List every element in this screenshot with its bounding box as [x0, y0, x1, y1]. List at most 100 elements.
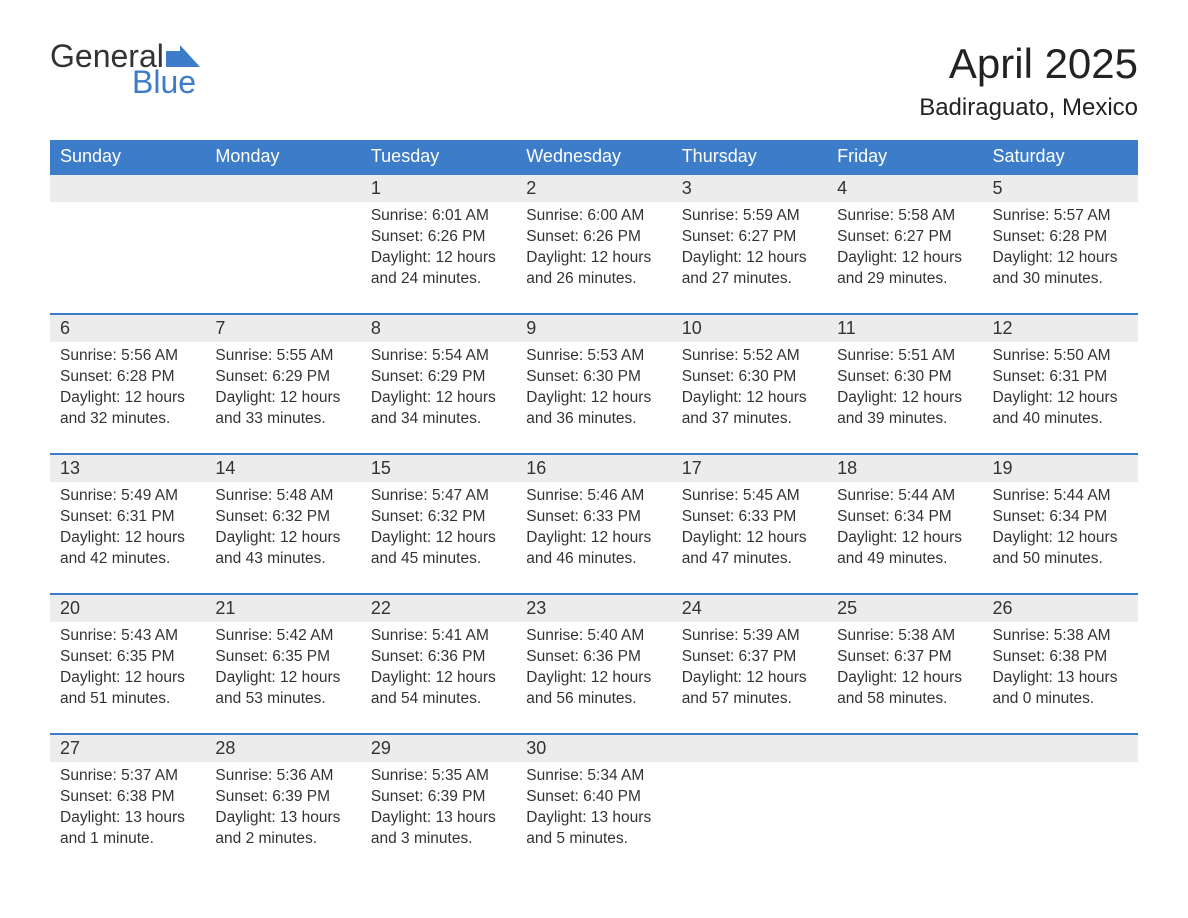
- sunrise-text: Sunrise: 5:39 AM: [682, 626, 817, 647]
- day-number: 6: [50, 314, 205, 342]
- day-content-row: Sunrise: 6:01 AMSunset: 6:26 PMDaylight:…: [50, 202, 1138, 314]
- day-number: 15: [361, 454, 516, 482]
- day-content-row: Sunrise: 5:37 AMSunset: 6:38 PMDaylight:…: [50, 762, 1138, 874]
- sunset-text: Sunset: 6:39 PM: [371, 787, 506, 808]
- day-cell: Sunrise: 5:57 AMSunset: 6:28 PMDaylight:…: [983, 202, 1138, 314]
- logo-word-2: Blue: [132, 66, 200, 98]
- sunset-text: Sunset: 6:38 PM: [993, 647, 1128, 668]
- empty-day-number: [827, 734, 982, 762]
- sunrise-text: Sunrise: 5:38 AM: [837, 626, 972, 647]
- day-number: 25: [827, 594, 982, 622]
- daylight-text: Daylight: 12 hours and 26 minutes.: [526, 248, 661, 290]
- day-number: 3: [672, 174, 827, 202]
- sunrise-text: Sunrise: 6:00 AM: [526, 206, 661, 227]
- day-number: 22: [361, 594, 516, 622]
- daylight-text: Daylight: 12 hours and 24 minutes.: [371, 248, 506, 290]
- day-cell: Sunrise: 5:53 AMSunset: 6:30 PMDaylight:…: [516, 342, 671, 454]
- day-cell: Sunrise: 5:42 AMSunset: 6:35 PMDaylight:…: [205, 622, 360, 734]
- sunset-text: Sunset: 6:37 PM: [682, 647, 817, 668]
- sunset-text: Sunset: 6:30 PM: [526, 367, 661, 388]
- day-number: 5: [983, 174, 1138, 202]
- day-cell: Sunrise: 5:50 AMSunset: 6:31 PMDaylight:…: [983, 342, 1138, 454]
- sunrise-text: Sunrise: 5:52 AM: [682, 346, 817, 367]
- sunset-text: Sunset: 6:33 PM: [682, 507, 817, 528]
- day-content-row: Sunrise: 5:56 AMSunset: 6:28 PMDaylight:…: [50, 342, 1138, 454]
- day-cell: Sunrise: 5:58 AMSunset: 6:27 PMDaylight:…: [827, 202, 982, 314]
- sunrise-text: Sunrise: 5:35 AM: [371, 766, 506, 787]
- daylight-text: Daylight: 12 hours and 32 minutes.: [60, 388, 195, 430]
- sunrise-text: Sunrise: 5:40 AM: [526, 626, 661, 647]
- sunset-text: Sunset: 6:31 PM: [993, 367, 1128, 388]
- daylight-text: Daylight: 12 hours and 30 minutes.: [993, 248, 1128, 290]
- empty-day-number: [50, 174, 205, 202]
- sunset-text: Sunset: 6:31 PM: [60, 507, 195, 528]
- daylight-text: Daylight: 12 hours and 42 minutes.: [60, 528, 195, 570]
- day-number: 21: [205, 594, 360, 622]
- sunrise-text: Sunrise: 5:57 AM: [993, 206, 1128, 227]
- sunrise-text: Sunrise: 5:55 AM: [215, 346, 350, 367]
- calendar-body: 12345Sunrise: 6:01 AMSunset: 6:26 PMDayl…: [50, 174, 1138, 874]
- weekday-header: Sunday: [50, 140, 205, 174]
- day-cell: Sunrise: 5:55 AMSunset: 6:29 PMDaylight:…: [205, 342, 360, 454]
- sunset-text: Sunset: 6:32 PM: [215, 507, 350, 528]
- daylight-text: Daylight: 12 hours and 33 minutes.: [215, 388, 350, 430]
- day-number: 20: [50, 594, 205, 622]
- sunset-text: Sunset: 6:26 PM: [371, 227, 506, 248]
- sunrise-text: Sunrise: 5:43 AM: [60, 626, 195, 647]
- day-cell: Sunrise: 5:52 AMSunset: 6:30 PMDaylight:…: [672, 342, 827, 454]
- day-cell: Sunrise: 5:38 AMSunset: 6:37 PMDaylight:…: [827, 622, 982, 734]
- daylight-text: Daylight: 12 hours and 45 minutes.: [371, 528, 506, 570]
- day-cell: Sunrise: 5:40 AMSunset: 6:36 PMDaylight:…: [516, 622, 671, 734]
- sunset-text: Sunset: 6:36 PM: [371, 647, 506, 668]
- day-number: 10: [672, 314, 827, 342]
- daylight-text: Daylight: 13 hours and 2 minutes.: [215, 808, 350, 850]
- day-cell: Sunrise: 5:35 AMSunset: 6:39 PMDaylight:…: [361, 762, 516, 874]
- weekday-header: Friday: [827, 140, 982, 174]
- day-cell: Sunrise: 5:34 AMSunset: 6:40 PMDaylight:…: [516, 762, 671, 874]
- sunset-text: Sunset: 6:26 PM: [526, 227, 661, 248]
- sunset-text: Sunset: 6:28 PM: [993, 227, 1128, 248]
- sunset-text: Sunset: 6:39 PM: [215, 787, 350, 808]
- daylight-text: Daylight: 12 hours and 27 minutes.: [682, 248, 817, 290]
- day-cell: Sunrise: 5:56 AMSunset: 6:28 PMDaylight:…: [50, 342, 205, 454]
- day-cell: Sunrise: 5:37 AMSunset: 6:38 PMDaylight:…: [50, 762, 205, 874]
- weekday-header: Saturday: [983, 140, 1138, 174]
- weekday-header-row: Sunday Monday Tuesday Wednesday Thursday…: [50, 140, 1138, 174]
- daylight-text: Daylight: 12 hours and 29 minutes.: [837, 248, 972, 290]
- day-number: 14: [205, 454, 360, 482]
- day-cell: Sunrise: 5:51 AMSunset: 6:30 PMDaylight:…: [827, 342, 982, 454]
- day-number: 18: [827, 454, 982, 482]
- day-number: 30: [516, 734, 671, 762]
- day-number: 13: [50, 454, 205, 482]
- sunset-text: Sunset: 6:27 PM: [682, 227, 817, 248]
- daylight-text: Daylight: 13 hours and 5 minutes.: [526, 808, 661, 850]
- location-subtitle: Badiraguato, Mexico: [919, 94, 1138, 122]
- daylight-text: Daylight: 13 hours and 3 minutes.: [371, 808, 506, 850]
- day-number: 4: [827, 174, 982, 202]
- empty-day-number: [205, 174, 360, 202]
- sunrise-text: Sunrise: 5:58 AM: [837, 206, 972, 227]
- daylight-text: Daylight: 13 hours and 1 minute.: [60, 808, 195, 850]
- day-cell: Sunrise: 6:00 AMSunset: 6:26 PMDaylight:…: [516, 202, 671, 314]
- sunset-text: Sunset: 6:36 PM: [526, 647, 661, 668]
- daylight-text: Daylight: 12 hours and 56 minutes.: [526, 668, 661, 710]
- sunrise-text: Sunrise: 5:44 AM: [993, 486, 1128, 507]
- logo: General Blue: [50, 40, 200, 98]
- sunset-text: Sunset: 6:35 PM: [215, 647, 350, 668]
- day-cell: Sunrise: 5:36 AMSunset: 6:39 PMDaylight:…: [205, 762, 360, 874]
- sunset-text: Sunset: 6:30 PM: [682, 367, 817, 388]
- daylight-text: Daylight: 12 hours and 53 minutes.: [215, 668, 350, 710]
- sunset-text: Sunset: 6:37 PM: [837, 647, 972, 668]
- sunrise-text: Sunrise: 5:51 AM: [837, 346, 972, 367]
- day-cell: Sunrise: 5:46 AMSunset: 6:33 PMDaylight:…: [516, 482, 671, 594]
- day-number: 28: [205, 734, 360, 762]
- page-header: General Blue April 2025 Badiraguato, Mex…: [50, 40, 1138, 122]
- daylight-text: Daylight: 12 hours and 57 minutes.: [682, 668, 817, 710]
- daylight-text: Daylight: 12 hours and 34 minutes.: [371, 388, 506, 430]
- sunrise-text: Sunrise: 5:49 AM: [60, 486, 195, 507]
- day-number: 17: [672, 454, 827, 482]
- day-number: 27: [50, 734, 205, 762]
- sunset-text: Sunset: 6:34 PM: [837, 507, 972, 528]
- month-title: April 2025: [919, 40, 1138, 88]
- day-number: 29: [361, 734, 516, 762]
